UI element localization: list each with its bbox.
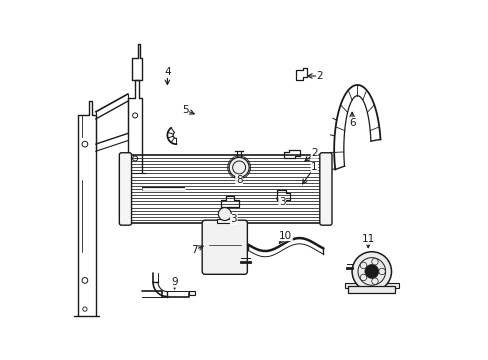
Circle shape (378, 268, 385, 275)
Circle shape (351, 252, 391, 291)
Text: 10: 10 (279, 231, 292, 240)
Circle shape (360, 262, 366, 269)
Circle shape (364, 265, 378, 278)
Text: 11: 11 (361, 234, 374, 244)
Bar (128, 155, 323, 223)
Text: 7: 7 (191, 245, 197, 255)
Circle shape (360, 274, 366, 281)
Circle shape (228, 157, 249, 177)
Bar (348, 286, 394, 293)
Circle shape (371, 258, 377, 265)
Bar (188, 291, 195, 296)
Text: 9: 9 (171, 277, 178, 287)
Text: 1: 1 (310, 162, 317, 172)
Text: 3: 3 (278, 197, 285, 207)
FancyBboxPatch shape (119, 153, 131, 225)
Circle shape (218, 208, 231, 221)
Text: 5: 5 (182, 105, 188, 115)
Text: 8: 8 (235, 175, 242, 185)
Text: 2: 2 (316, 71, 323, 81)
Circle shape (371, 278, 377, 284)
Bar (217, 219, 232, 223)
Text: 6: 6 (348, 118, 355, 128)
FancyBboxPatch shape (319, 153, 331, 225)
FancyBboxPatch shape (202, 220, 247, 274)
Text: 3: 3 (230, 215, 237, 224)
Bar (344, 283, 398, 288)
Text: 2: 2 (310, 148, 317, 158)
Text: 4: 4 (164, 67, 170, 77)
